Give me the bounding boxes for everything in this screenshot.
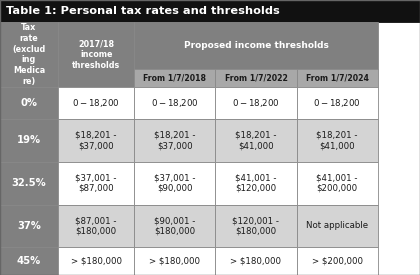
- Text: $0 - $18,200: $0 - $18,200: [151, 97, 199, 109]
- Bar: [0, 248, 58, 275]
- Text: $41,001 -
$120,000: $41,001 - $120,000: [235, 173, 277, 193]
- Bar: [0, 162, 58, 205]
- Bar: [215, 119, 297, 162]
- Text: Proposed income thresholds: Proposed income thresholds: [184, 41, 328, 50]
- Bar: [134, 248, 215, 275]
- Bar: [297, 162, 378, 205]
- Text: From 1/7/2018: From 1/7/2018: [144, 73, 207, 82]
- Text: $0 - $18,200: $0 - $18,200: [232, 97, 280, 109]
- Bar: [215, 87, 297, 119]
- Text: From 1/7/2024: From 1/7/2024: [305, 73, 369, 82]
- Text: 45%: 45%: [17, 256, 41, 266]
- Bar: [297, 69, 378, 87]
- Text: From 1/7/2022: From 1/7/2022: [225, 73, 287, 82]
- Text: $90,001 -
$180,000: $90,001 - $180,000: [154, 216, 196, 236]
- Text: Tax
rate
(exclud
ing
Medica
re): Tax rate (exclud ing Medica re): [12, 23, 46, 86]
- Text: 32.5%: 32.5%: [12, 178, 46, 188]
- Bar: [58, 205, 134, 248]
- Bar: [297, 119, 378, 162]
- Bar: [58, 22, 134, 87]
- Text: 37%: 37%: [17, 221, 41, 231]
- Bar: [58, 119, 134, 162]
- Bar: [134, 205, 215, 248]
- Text: > $180,000: > $180,000: [231, 257, 281, 266]
- Bar: [0, 0, 420, 22]
- Bar: [0, 87, 58, 119]
- Text: $18,201 -
$41,000: $18,201 - $41,000: [235, 130, 277, 150]
- Text: $120,001 -
$180,000: $120,001 - $180,000: [233, 216, 279, 236]
- Text: $18,201 -
$37,000: $18,201 - $37,000: [76, 130, 117, 150]
- Text: $18,201 -
$37,000: $18,201 - $37,000: [154, 130, 196, 150]
- Bar: [134, 69, 215, 87]
- Bar: [0, 22, 58, 87]
- Bar: [58, 248, 134, 275]
- Bar: [134, 87, 215, 119]
- Bar: [58, 162, 134, 205]
- Text: > $180,000: > $180,000: [150, 257, 200, 266]
- Bar: [215, 69, 297, 87]
- Bar: [0, 119, 58, 162]
- Bar: [215, 248, 297, 275]
- Text: Not applicable: Not applicable: [306, 221, 368, 230]
- Text: $0 - $18,200: $0 - $18,200: [72, 97, 120, 109]
- Text: 2017/18
income
thresholds: 2017/18 income thresholds: [72, 39, 120, 70]
- Bar: [134, 162, 215, 205]
- Text: 0%: 0%: [21, 98, 37, 108]
- Bar: [58, 87, 134, 119]
- Bar: [0, 205, 58, 248]
- Bar: [134, 22, 378, 69]
- Text: $87,001 -
$180,000: $87,001 - $180,000: [76, 216, 117, 236]
- Bar: [215, 162, 297, 205]
- Text: $0 - $18,200: $0 - $18,200: [313, 97, 361, 109]
- Text: $18,201 -
$41,000: $18,201 - $41,000: [316, 130, 358, 150]
- Bar: [297, 248, 378, 275]
- Bar: [134, 119, 215, 162]
- Text: Table 1: Personal tax rates and thresholds: Table 1: Personal tax rates and threshol…: [6, 6, 280, 16]
- Text: $37,001 -
$87,000: $37,001 - $87,000: [76, 173, 117, 193]
- Text: $41,001 -
$200,000: $41,001 - $200,000: [316, 173, 358, 193]
- Bar: [215, 205, 297, 248]
- Bar: [297, 87, 378, 119]
- Bar: [297, 205, 378, 248]
- Text: > $180,000: > $180,000: [71, 257, 122, 266]
- Text: > $200,000: > $200,000: [312, 257, 362, 266]
- Text: $37,001 -
$90,000: $37,001 - $90,000: [154, 173, 196, 193]
- Text: 19%: 19%: [17, 135, 41, 145]
